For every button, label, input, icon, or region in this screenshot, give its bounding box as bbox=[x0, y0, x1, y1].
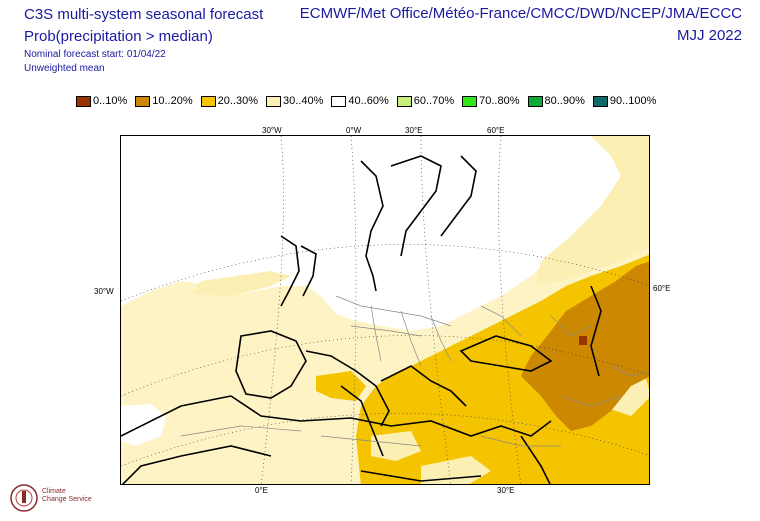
legend-swatch bbox=[462, 95, 478, 107]
legend-label: 70..80% bbox=[479, 95, 520, 107]
tick-bottom-30e: 30°E bbox=[497, 486, 515, 495]
season-label: MJJ 2022 bbox=[676, 27, 742, 44]
legend-swatch bbox=[200, 95, 216, 107]
legend-label: 30..40% bbox=[283, 95, 324, 107]
forecast-start-label: Nominal forecast start: 01/04/22 bbox=[24, 49, 166, 60]
legend-label: 0..10% bbox=[93, 95, 128, 107]
centres-label: ECMWF/Met Office/Météo-France/CMCC/DWD/N… bbox=[299, 5, 742, 22]
legend-item: 20..30% bbox=[200, 95, 258, 107]
legend-swatch bbox=[331, 95, 347, 107]
legend-label: 60..70% bbox=[413, 95, 455, 107]
legend-item: 30..40% bbox=[266, 95, 323, 107]
tick-top-30e: 30°E bbox=[405, 126, 423, 135]
legend-label: 10..20% bbox=[152, 95, 193, 107]
legend-item: 0..10% bbox=[76, 95, 127, 107]
tick-right-60e: 60°E bbox=[653, 284, 671, 293]
country-borders bbox=[180, 295, 649, 447]
graticule bbox=[121, 136, 649, 484]
legend-swatch bbox=[396, 95, 412, 107]
forecast-map bbox=[120, 135, 650, 485]
prob-0-10-region bbox=[579, 336, 587, 345]
legend-item: 80..90% bbox=[527, 95, 585, 107]
tick-top-0: 0°W bbox=[346, 126, 362, 135]
legend-swatch bbox=[76, 95, 91, 107]
legend-swatch bbox=[266, 95, 281, 107]
tick-top-60e: 60°E bbox=[487, 126, 505, 135]
tick-left-30w: 30°W bbox=[94, 287, 114, 296]
chart-subtitle: Prob(precipitation > median) bbox=[24, 28, 213, 45]
legend-swatch bbox=[592, 95, 608, 107]
copernicus-logo bbox=[10, 484, 38, 512]
legend-item: 90..100% bbox=[592, 95, 657, 107]
weighting-label: Unweighted mean bbox=[24, 63, 105, 74]
coastlines bbox=[121, 155, 602, 484]
legend-swatch bbox=[527, 95, 543, 107]
prob-10-20-region bbox=[521, 261, 649, 431]
legend-label: 20..30% bbox=[217, 95, 258, 107]
legend-swatch bbox=[135, 95, 151, 107]
legend-item: 60..70% bbox=[396, 95, 455, 107]
legend-item: 10..20% bbox=[135, 95, 193, 107]
legend-label: 90..100% bbox=[609, 95, 657, 107]
chart-title: C3S multi-system seasonal forecast bbox=[24, 6, 264, 23]
tick-top-30w: 30°W bbox=[262, 126, 282, 135]
tick-bottom-0e: 0°E bbox=[255, 486, 268, 495]
legend-item: 40..60% bbox=[331, 95, 389, 107]
legend-item: 70..80% bbox=[462, 95, 520, 107]
map-canvas bbox=[121, 136, 649, 484]
logo-text: Climate Change Service bbox=[42, 488, 92, 503]
legend-label: 80..90% bbox=[544, 95, 585, 107]
probability-legend: 0..10% 10..20% 20..30% 30..40% 40..60% 60..70… bbox=[76, 95, 664, 107]
legend-label: 40..60% bbox=[348, 95, 389, 107]
